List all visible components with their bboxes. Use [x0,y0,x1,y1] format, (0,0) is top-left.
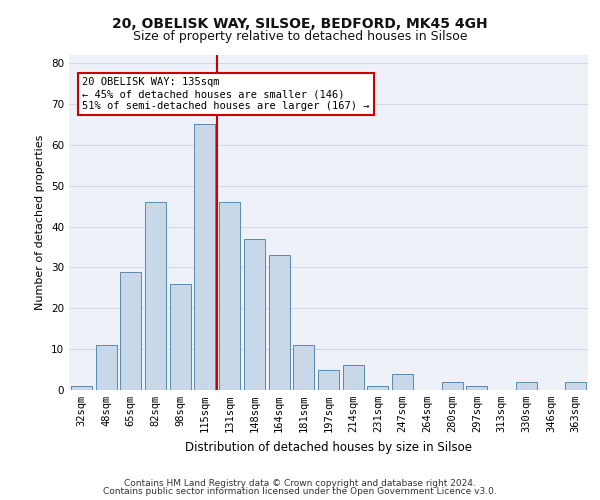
Bar [120,272,141,390]
X-axis label: Distribution of detached houses by size in Silsoe: Distribution of detached houses by size … [185,440,472,454]
Bar [219,202,240,390]
Bar [442,382,463,390]
Bar [293,345,314,390]
Text: 20 OBELISK WAY: 135sqm
← 45% of detached houses are smaller (146)
51% of semi-de: 20 OBELISK WAY: 135sqm ← 45% of detached… [82,78,370,110]
Bar [516,382,537,390]
Bar [71,386,92,390]
Bar [244,239,265,390]
Bar [170,284,191,390]
Bar [145,202,166,390]
Bar [95,345,116,390]
Text: 20, OBELISK WAY, SILSOE, BEDFORD, MK45 4GH: 20, OBELISK WAY, SILSOE, BEDFORD, MK45 4… [112,18,488,32]
Text: Size of property relative to detached houses in Silsoe: Size of property relative to detached ho… [133,30,467,43]
Bar [269,255,290,390]
Bar [194,124,215,390]
Bar [565,382,586,390]
Bar [367,386,388,390]
Text: Contains public sector information licensed under the Open Government Licence v3: Contains public sector information licen… [103,487,497,496]
Bar [466,386,487,390]
Bar [318,370,339,390]
Bar [392,374,413,390]
Text: Contains HM Land Registry data © Crown copyright and database right 2024.: Contains HM Land Registry data © Crown c… [124,478,476,488]
Y-axis label: Number of detached properties: Number of detached properties [35,135,46,310]
Bar [343,366,364,390]
